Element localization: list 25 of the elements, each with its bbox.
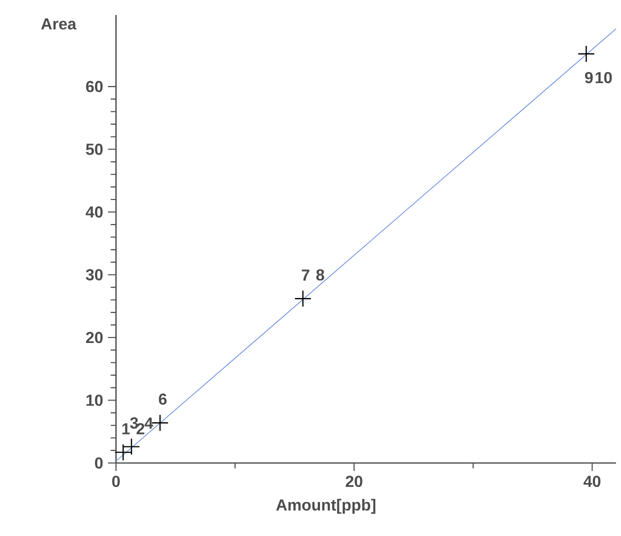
annotation: 10 — [596, 72, 612, 84]
annotation: 8 — [316, 269, 324, 281]
y-tick-label: 50 — [86, 144, 103, 155]
x-axis-title: Amount[ppb] — [276, 498, 376, 514]
annotation: 9 — [585, 72, 593, 84]
x-tick-label: 40 — [584, 476, 600, 488]
point — [578, 45, 595, 63]
y-tick-label: 10 — [86, 394, 103, 406]
y-tick-label: 0 — [95, 457, 103, 469]
y-tick-label: 30 — [86, 269, 103, 280]
annotation: 4 — [144, 418, 154, 429]
point — [114, 444, 132, 461]
annotation: 3 — [130, 417, 138, 429]
annotation: 6 — [158, 393, 167, 405]
point — [122, 438, 140, 456]
y-tick-label: 40 — [86, 206, 103, 218]
y-axis-title: Area — [41, 18, 76, 30]
annotation: 7 — [302, 270, 310, 281]
x-tick-label: 0 — [112, 476, 120, 488]
annotation: 2 — [136, 423, 144, 434]
annotation: 1 — [122, 423, 130, 434]
point — [294, 290, 312, 308]
x-tick-label: 20 — [346, 476, 362, 488]
y-tick-label: 20 — [86, 332, 103, 344]
y-tick-label: 60 — [86, 80, 103, 92]
